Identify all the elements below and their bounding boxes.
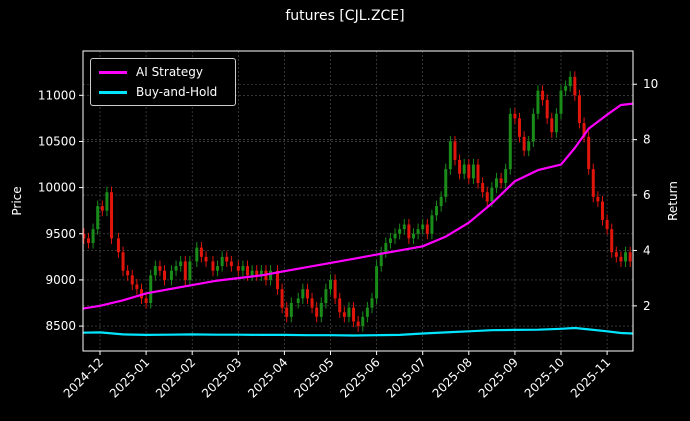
x-tick-label: 2025-05 <box>291 355 336 400</box>
legend-label: Buy-and-Hold <box>136 85 218 99</box>
x-tick-label: 2025-01 <box>107 355 152 400</box>
x-tick-label: 2025-02 <box>153 355 198 400</box>
x-tick-label: 2025-07 <box>383 355 428 400</box>
y-tick-label-right: 2 <box>643 299 651 313</box>
y-tick-label-left: 9000 <box>45 273 76 287</box>
y-tick-label-left: 10500 <box>38 134 76 148</box>
x-tick-label: 2024-12 <box>61 355 106 400</box>
y-axis-label-right: Return <box>666 181 680 221</box>
y-tick-label-right: 6 <box>643 188 651 202</box>
series-line <box>82 102 634 310</box>
buy-and-hold-swatch-icon <box>99 90 127 94</box>
y-tick-label-right: 8 <box>643 133 651 147</box>
legend-item-ai-strategy: AI Strategy <box>99 62 203 82</box>
grid-lines <box>83 51 633 351</box>
axis-ticks: 2024-12 2025-01 2025-02 2025-03 2025-04 2025-… <box>38 77 658 400</box>
y-tick-label-left: 10000 <box>38 181 76 195</box>
x-tick-label: 2025-09 <box>476 355 521 400</box>
x-tick-label: 2025-08 <box>430 355 475 400</box>
axes-frame <box>82 50 634 352</box>
y-axis-label-left: Price <box>10 186 24 215</box>
x-tick-label: 2025-10 <box>522 355 567 400</box>
legend-item-buy-and-hold: Buy-and-Hold <box>99 82 217 102</box>
x-tick-label: 2025-06 <box>337 355 382 400</box>
x-tick-label: 2025-11 <box>568 355 613 400</box>
y-tick-label-left: 11000 <box>38 88 76 102</box>
return-lines <box>82 102 634 337</box>
chart-title: futures [CJL.ZCE] <box>285 8 405 24</box>
series-line <box>82 326 634 337</box>
y-tick-label-right: 4 <box>643 243 651 257</box>
y-tick-label-left: 9500 <box>45 227 76 241</box>
legend-label: AI Strategy <box>136 65 203 79</box>
price-bars <box>82 71 632 332</box>
y-tick-label-left: 8500 <box>45 319 76 333</box>
x-tick-label: 2025-03 <box>199 355 244 400</box>
legend: AI Strategy Buy-and-Hold <box>90 58 236 106</box>
y-tick-label-right: 10 <box>643 77 658 91</box>
ai-strategy-swatch-icon <box>99 70 127 74</box>
x-tick-label: 2025-04 <box>245 355 290 400</box>
